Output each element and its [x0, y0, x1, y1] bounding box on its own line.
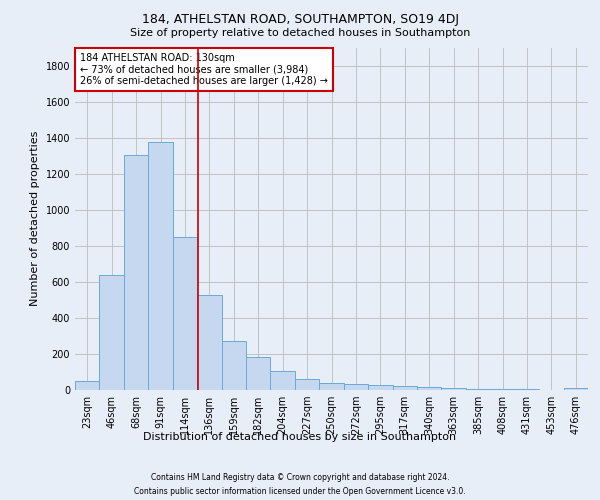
Bar [392, 386, 417, 390]
Bar [466, 388, 490, 390]
Bar [221, 341, 246, 390]
Bar [368, 385, 392, 390]
Text: Size of property relative to detached houses in Southampton: Size of property relative to detached ho… [130, 28, 470, 38]
Text: Distribution of detached houses by size in Southampton: Distribution of detached houses by size … [143, 432, 457, 442]
Bar [148, 142, 173, 390]
Y-axis label: Number of detached properties: Number of detached properties [30, 131, 40, 306]
Text: Contains public sector information licensed under the Open Government Licence v3: Contains public sector information licen… [134, 488, 466, 496]
Bar [417, 388, 442, 390]
Bar [442, 388, 466, 390]
Bar [100, 275, 124, 390]
Bar [197, 295, 221, 390]
Text: Contains HM Land Registry data © Crown copyright and database right 2024.: Contains HM Land Registry data © Crown c… [151, 472, 449, 482]
Bar [246, 357, 271, 390]
Bar [124, 155, 148, 390]
Bar [173, 237, 197, 390]
Bar [319, 383, 344, 390]
Bar [563, 388, 588, 390]
Text: 184, ATHELSTAN ROAD, SOUTHAMPTON, SO19 4DJ: 184, ATHELSTAN ROAD, SOUTHAMPTON, SO19 4… [142, 12, 458, 26]
Bar [344, 384, 368, 390]
Bar [75, 381, 100, 390]
Bar [515, 389, 539, 390]
Bar [295, 378, 319, 390]
Text: 184 ATHELSTAN ROAD: 130sqm
← 73% of detached houses are smaller (3,984)
26% of s: 184 ATHELSTAN ROAD: 130sqm ← 73% of deta… [80, 52, 328, 86]
Bar [271, 372, 295, 390]
Bar [490, 389, 515, 390]
